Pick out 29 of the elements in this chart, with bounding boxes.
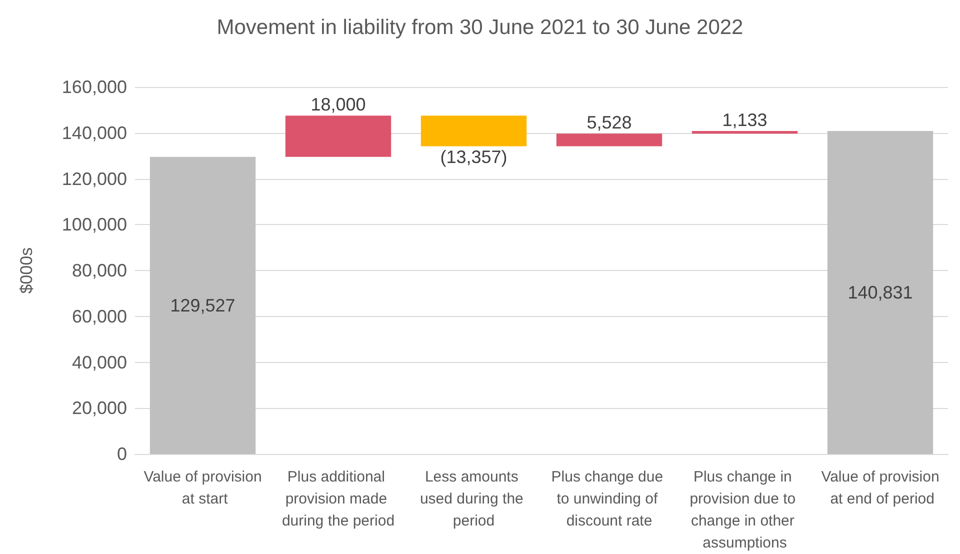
y-tick-label: 120,000 (62, 168, 127, 189)
bar (556, 134, 662, 146)
data-label: 129,527 (170, 295, 236, 316)
y-tick-label: 60,000 (72, 306, 127, 326)
x-tick-label: Plus change in provision due to change in other assumptions (690, 468, 800, 552)
y-tick-label: 100,000 (62, 214, 127, 235)
bar (827, 130, 934, 454)
bar (285, 116, 392, 157)
x-tick-label: Value of provision at end of period (821, 468, 940, 508)
y-tick-label: 160,000 (62, 77, 127, 97)
data-label: (13,357) (440, 147, 508, 168)
bar (692, 130, 798, 134)
y-tick-label: 40,000 (72, 352, 127, 372)
data-label: 1,133 (722, 110, 768, 130)
y-axis-title: $000s (17, 247, 36, 294)
bar (420, 116, 527, 146)
y-tick-label: 80,000 (72, 260, 127, 280)
y-tick-label: 20,000 (72, 398, 127, 418)
x-tick-label: Plus additional provision made during the period (282, 468, 395, 530)
data-label: 18,000 (310, 94, 366, 115)
y-tick-label: 140,000 (62, 122, 127, 143)
bar (150, 156, 256, 454)
x-tick-label: Value of provision at start (144, 468, 262, 508)
chart-title: Movement in liability from 30 June 2021 to 30 June 2022 (216, 16, 744, 39)
data-label: 5,528 (586, 112, 632, 133)
data-label: 140,831 (848, 282, 913, 302)
x-tick-label: Plus change due to unwinding of discount rate (551, 468, 668, 530)
y-tick-label: 0 (116, 444, 127, 464)
x-tick-label: Less amounts used during the period (420, 468, 528, 530)
